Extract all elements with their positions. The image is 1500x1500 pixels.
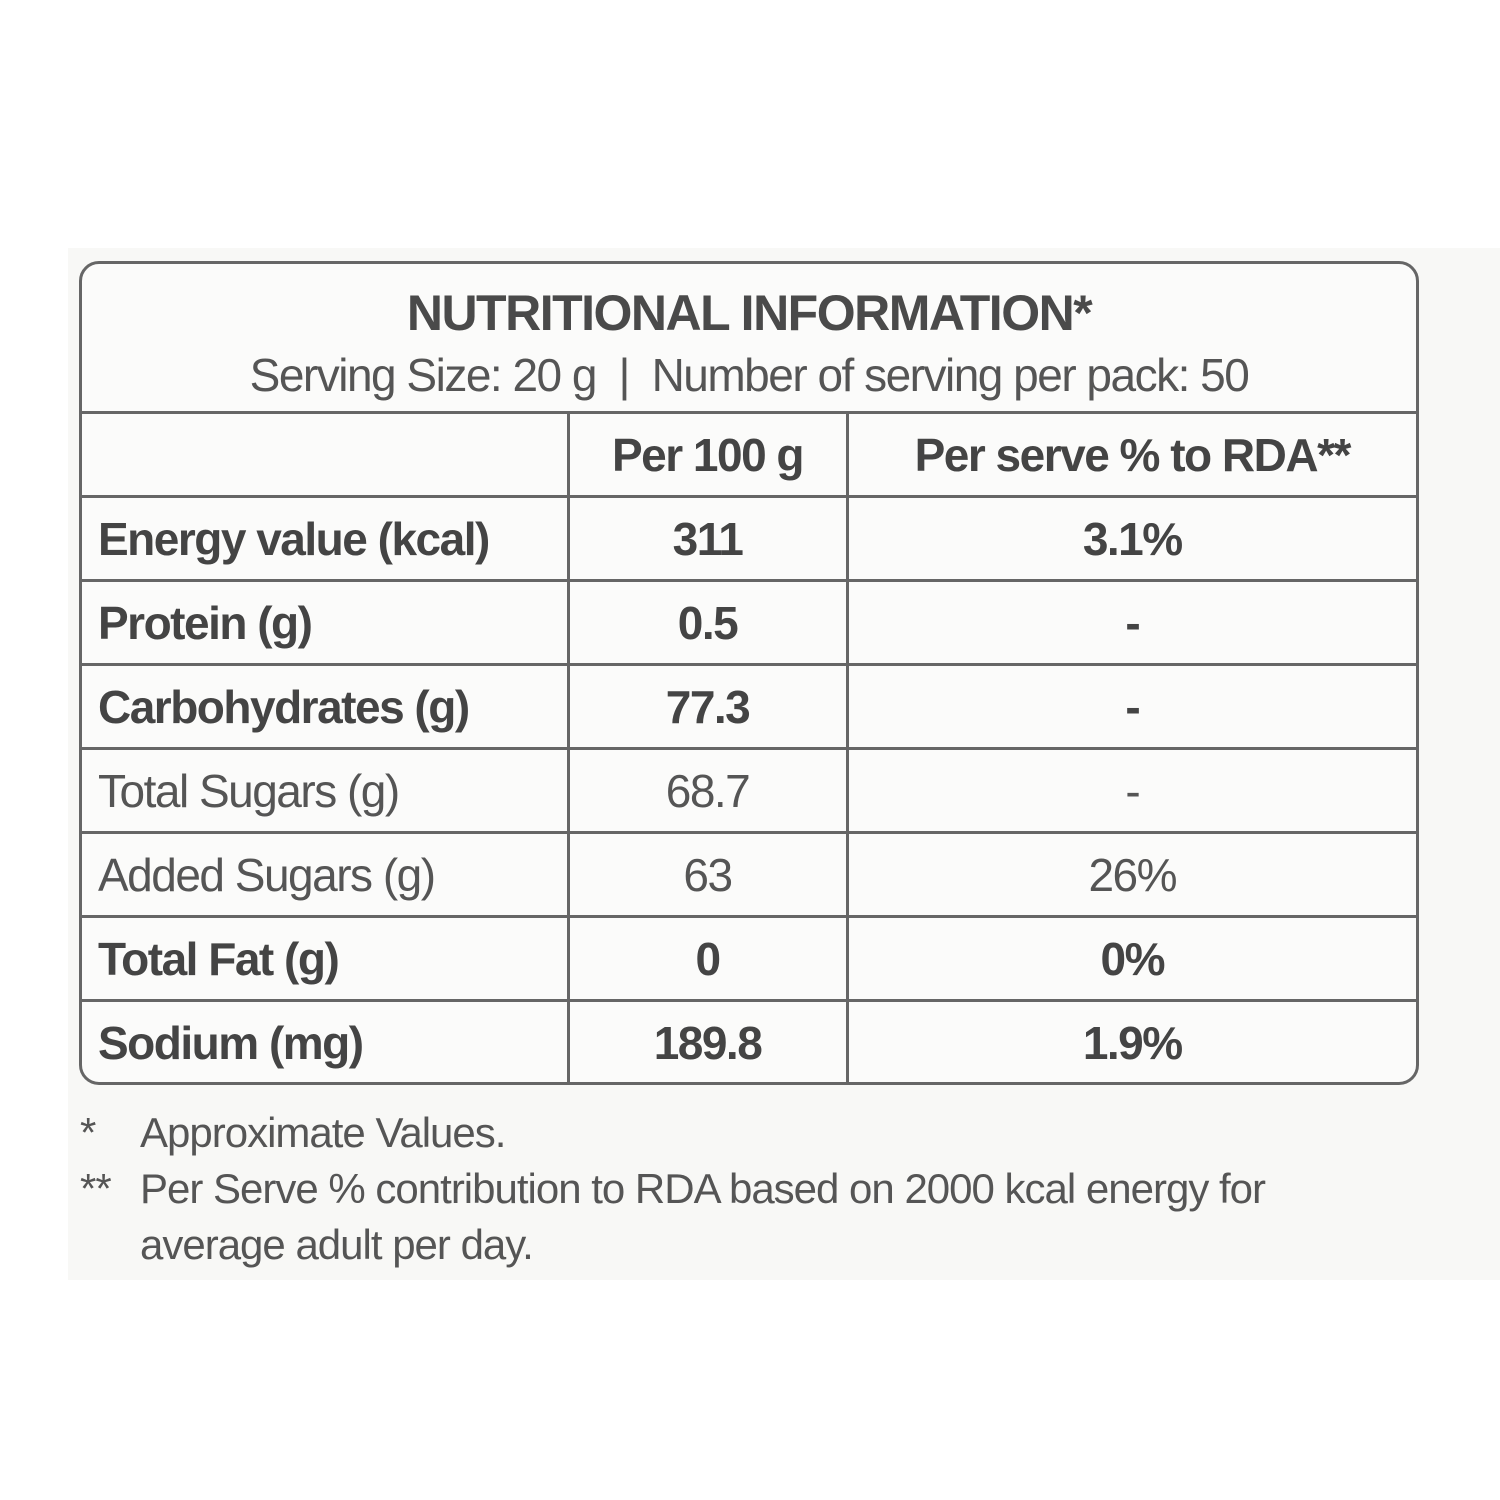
footnotes: * Approximate Values. ** Per Serve % con…: [80, 1105, 1380, 1273]
cell: Added Sugars (g): [82, 831, 570, 918]
cell: 68.7: [566, 747, 849, 834]
nutrition-panel: NUTRITIONAL INFORMATION* Serving Size: 2…: [79, 261, 1419, 1085]
footnote: ** Per Serve % contribution to RDA based…: [80, 1161, 1380, 1273]
cell: 26%: [845, 831, 1416, 918]
row: Sodium (mg) 189.8 1.9%: [82, 999, 1416, 1082]
row: Total Sugars (g) 68.7-: [82, 747, 1416, 834]
header-row: Per 100 g Per serve % to RDA**: [82, 414, 1416, 498]
row: Carbohydrates (g) 77.3-: [82, 663, 1416, 750]
header-cell: [82, 414, 570, 498]
cell: 311: [566, 495, 849, 582]
title: NUTRITIONAL INFORMATION*: [406, 285, 1093, 341]
nutrition-table: Per 100 g Per serve % to RDA** Energy va…: [82, 414, 1416, 1082]
cell: 63: [566, 831, 849, 918]
header-cell: Per 100 g: [566, 414, 849, 498]
cell: -: [845, 747, 1416, 834]
cell: 77.3: [566, 663, 849, 750]
footnote-mark: *: [80, 1109, 96, 1156]
cell: Total Sugars (g): [82, 747, 570, 834]
cell: Total Fat (g): [82, 915, 570, 1002]
cell: 3.1%: [845, 495, 1416, 582]
row: Added Sugars (g) 63 26%: [82, 831, 1416, 918]
cell: -: [845, 663, 1416, 750]
footnote-mark: **: [80, 1165, 112, 1212]
panel-header: NUTRITIONAL INFORMATION* Serving Size: 2…: [82, 264, 1416, 414]
row: Energy value (kcal) 311 3.1%: [82, 495, 1416, 582]
cell: 189.8: [566, 999, 849, 1082]
cell: Energy value (kcal): [82, 495, 570, 582]
subtitle: Serving Size: 20 g | Number of serving p…: [249, 349, 1250, 401]
cell: 0: [566, 915, 849, 1002]
cell: -: [845, 579, 1416, 666]
row: Total Fat (g) 0 0%: [82, 915, 1416, 1002]
cell: 0.5: [566, 579, 849, 666]
cell: Sodium (mg): [82, 999, 570, 1082]
footnote: * Approximate Values.: [80, 1105, 1380, 1161]
cell: 0%: [845, 915, 1416, 1002]
row: Protein (g) 0.5-: [82, 579, 1416, 666]
cell: Protein (g): [82, 579, 570, 666]
cell: Carbohydrates (g): [82, 663, 570, 750]
footnote-text: Per Serve % contribution to RDA based on…: [140, 1165, 1266, 1268]
header-cell: Per serve % to RDA**: [845, 414, 1416, 498]
cell: 1.9%: [845, 999, 1416, 1082]
footnote-text: Approximate Values.: [140, 1109, 506, 1156]
